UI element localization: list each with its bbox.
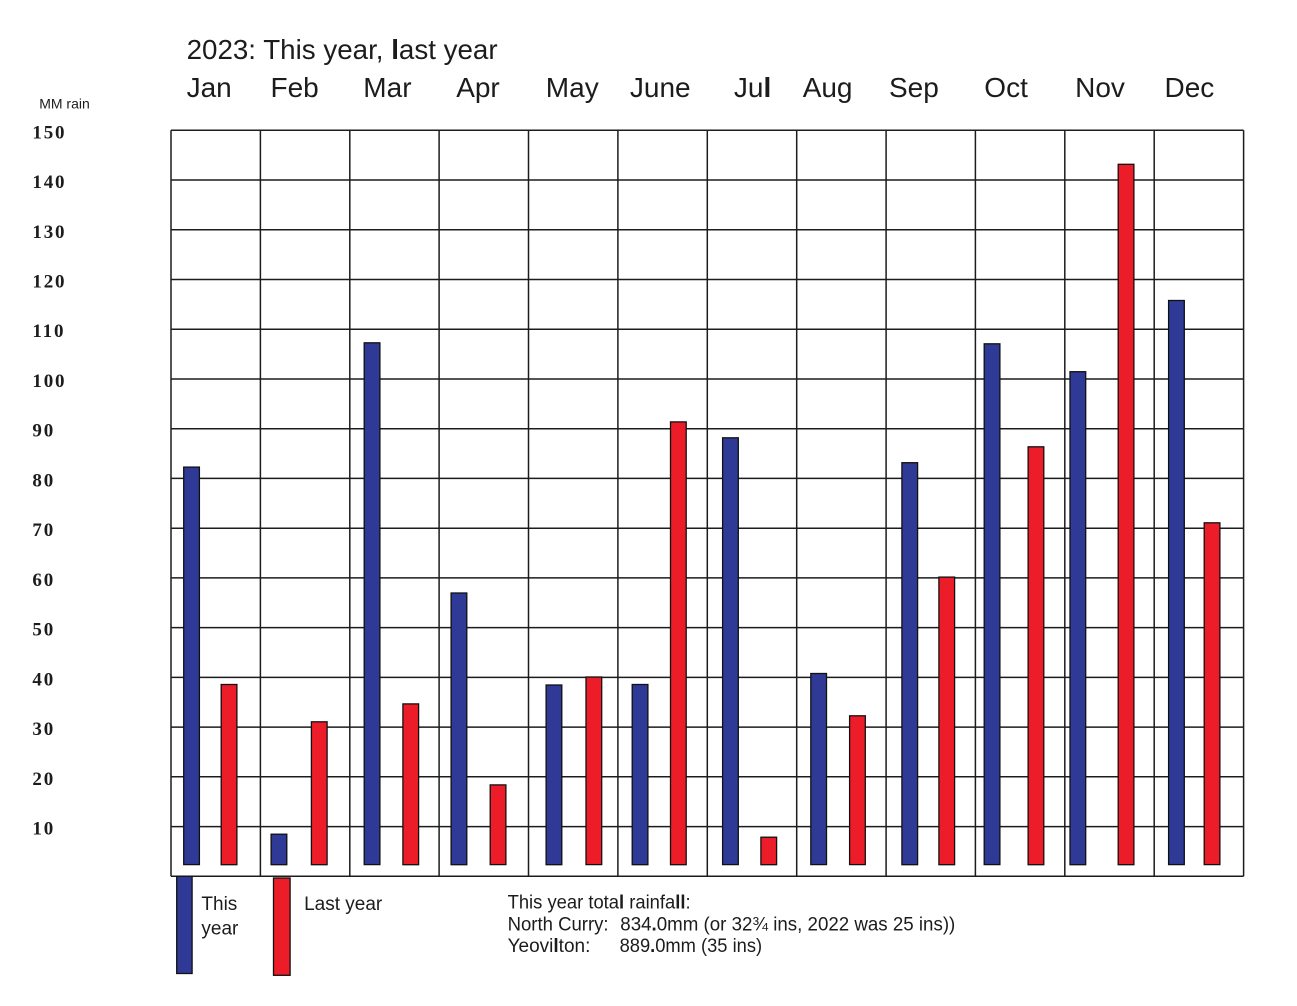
svg-text:year: year: [201, 918, 239, 939]
svg-text:20: 20: [32, 769, 55, 790]
svg-text:Yeovilton:: Yeovilton:: [508, 936, 591, 957]
svg-text:50: 50: [32, 620, 55, 641]
svg-text:110: 110: [32, 321, 65, 342]
svg-text:MM rain: MM rain: [39, 96, 90, 112]
svg-text:140: 140: [32, 172, 66, 193]
svg-text:30: 30: [32, 719, 55, 740]
svg-text:10: 10: [32, 819, 55, 840]
svg-text:40: 40: [32, 669, 55, 690]
svg-text:90: 90: [32, 421, 55, 442]
svg-text:150: 150: [32, 122, 66, 143]
svg-text:Nov: Nov: [1075, 72, 1125, 103]
svg-text:This year total rainfall:: This year total rainfall:: [508, 893, 691, 914]
svg-text:70: 70: [32, 520, 55, 541]
svg-text:130: 130: [32, 222, 66, 243]
svg-text:Feb: Feb: [271, 72, 319, 103]
svg-text:Mar: Mar: [363, 72, 411, 103]
svg-text:This: This: [201, 894, 237, 915]
svg-text:2023: This year, last year: 2023: This year, last year: [187, 34, 498, 65]
svg-text:834.0mm (or 32¾ ins, 2022 was: 834.0mm (or 32¾ ins, 2022 was 25 ins)): [620, 915, 955, 936]
svg-text:80: 80: [32, 470, 55, 491]
svg-text:100: 100: [32, 371, 66, 392]
svg-text:Apr: Apr: [456, 72, 500, 103]
svg-text:889.0mm (35 ins): 889.0mm (35 ins): [620, 936, 763, 957]
svg-text:May: May: [546, 72, 599, 103]
svg-text:120: 120: [32, 272, 66, 293]
svg-text:Jan: Jan: [187, 72, 232, 103]
svg-text:Sep: Sep: [889, 72, 939, 103]
svg-text:Dec: Dec: [1165, 72, 1215, 103]
svg-text:Oct: Oct: [984, 72, 1028, 103]
svg-text:Aug: Aug: [803, 72, 853, 103]
svg-text:60: 60: [32, 570, 55, 591]
svg-text:June: June: [630, 72, 691, 103]
svg-text:North Curry:: North Curry:: [508, 915, 609, 936]
svg-text:Last year: Last year: [304, 894, 383, 915]
svg-text:Jul: Jul: [734, 72, 771, 103]
